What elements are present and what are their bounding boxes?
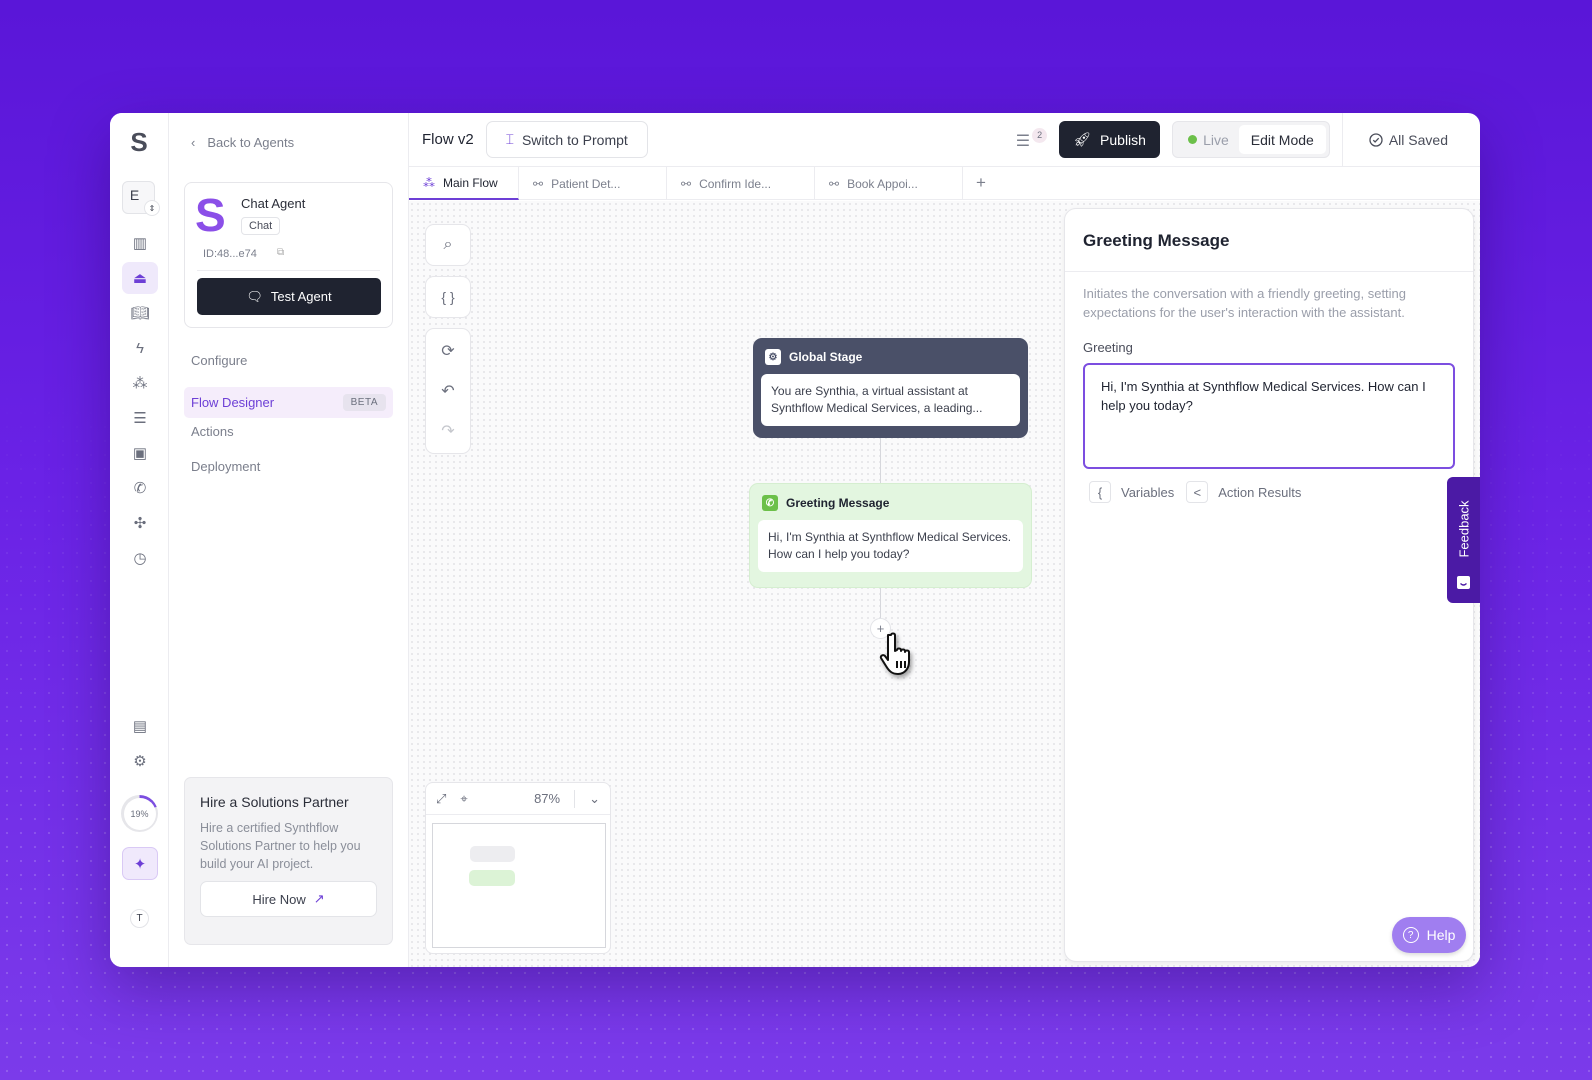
test-agent-button[interactable]: 🗨︎ Test Agent	[197, 278, 381, 315]
chart-icon[interactable]: ▥	[132, 235, 148, 252]
mode-toggle[interactable]: Live Edit Mode	[1172, 121, 1330, 158]
publish-button[interactable]: 🚀︎ Publish	[1059, 121, 1161, 158]
checklist-icon: ☰	[1015, 132, 1031, 150]
chat-icon: 🗨︎	[246, 288, 263, 304]
flow-title: Flow v2	[422, 131, 474, 148]
tasks-button[interactable]: ☰ 2	[1015, 127, 1048, 152]
nav-flow-designer[interactable]: Flow Designer BETA	[184, 387, 393, 418]
back-to-agents-link[interactable]: ‹ Back to Agents	[191, 135, 295, 150]
checklist-icon[interactable]: ☰	[133, 410, 147, 427]
add-node-button[interactable]: +	[870, 618, 891, 639]
nav-configure[interactable]: Configure	[191, 353, 248, 368]
greeting-label: Greeting	[1083, 340, 1133, 355]
action-results-link[interactable]: Action Results	[1218, 484, 1302, 500]
text-cursor-icon: ⌶	[505, 131, 514, 147]
header: Flow v2 ⌶ Switch to Prompt ☰ 2 🚀︎ Publish …	[409, 113, 1480, 167]
subflow-icon: ⚯	[533, 176, 544, 191]
switch-to-prompt-button[interactable]: ⌶ Switch to Prompt	[485, 121, 648, 158]
synthflow-logo: S	[130, 127, 148, 157]
mode-edit[interactable]: Edit Mode	[1238, 125, 1326, 154]
crosshair-icon[interactable]: ⌖	[460, 790, 468, 806]
copy-icon[interactable]: ⧉	[277, 247, 285, 258]
flow-icon[interactable]: ⁂	[132, 375, 148, 392]
usage-progress-ring[interactable]: 19%	[121, 795, 158, 832]
chevron-left-icon: ‹	[191, 135, 196, 150]
minimap-viewport[interactable]	[432, 823, 606, 948]
agent-logo: S	[195, 189, 226, 241]
expand-icon[interactable]: ⤢	[436, 790, 447, 806]
redo-icon[interactable]: ↷	[441, 423, 455, 440]
gear-icon: ⚙	[765, 349, 781, 365]
save-status: All Saved	[1369, 132, 1448, 148]
agent-icon[interactable]: ⏏	[122, 262, 158, 294]
agent-type-badge: Chat	[241, 217, 281, 235]
task-count-badge: 2	[1032, 127, 1048, 143]
hire-now-button[interactable]: Hire Now ↗	[200, 881, 377, 917]
question-circle-icon: ?	[1402, 927, 1419, 943]
flow-icon: ⁂	[423, 175, 435, 190]
gear-icon[interactable]: ⚙	[133, 753, 147, 770]
agent-id: ID:48...e74	[203, 248, 257, 260]
zoom-level: 87%	[534, 791, 561, 806]
building-icon[interactable]: ▤	[132, 718, 148, 735]
phone-icon: ✆	[762, 495, 778, 511]
tab-patient-details[interactable]: ⚯ Patient Det...	[519, 167, 667, 200]
solutions-partner-card: Hire a Solutions Partner Hire a certifie…	[184, 777, 393, 945]
greeting-message-node[interactable]: ✆ Greeting Message Hi, I'm Synthia at Syn…	[749, 483, 1032, 588]
beta-badge: BETA	[342, 394, 386, 411]
help-button[interactable]: ? Help	[1392, 917, 1466, 953]
undo-icon[interactable]: ↶	[441, 383, 455, 400]
search-icon[interactable]: ⌕	[443, 236, 453, 253]
rocket-icon: 🚀︎	[1073, 131, 1092, 147]
sidebar: ‹ Back to Agents S Chat Agent Chat ID:48.…	[169, 113, 409, 967]
tab-book-appointment[interactable]: ⚯ Book Appoi...	[815, 167, 963, 200]
live-dot-icon	[1188, 135, 1198, 144]
chevron-updown-icon: ⇕	[144, 200, 160, 216]
phone-icon[interactable]: ✆	[133, 480, 147, 497]
smiley-icon	[1457, 576, 1470, 589]
app-window: S E ⇕ ▥ ⏏ 📖︎ ϟ ⁂ ☰ ▣ ✆ ✣ ◷ ▤ ⚙ 19% ✦ T ‹ B…	[110, 113, 1480, 967]
subflow-icon: ⚯	[681, 176, 692, 191]
global-stage-node[interactable]: ⚙ Global Stage You are Synthia, a virtual…	[753, 338, 1028, 438]
feedback-tab[interactable]: Feedback	[1447, 477, 1480, 603]
zoom-dropdown-chevron-icon[interactable]: ⌄	[589, 790, 600, 806]
panel-title: Greeting Message	[1065, 209, 1473, 272]
agent-card: S Chat Agent Chat ID:48...e74 ⧉ 🗨︎ Test A…	[184, 182, 393, 328]
refresh-icon[interactable]: ⟳	[441, 343, 455, 360]
flow-tabs: ⁂ Main Flow ⚯ Patient Det... ⚯ Confirm Ide.…	[409, 167, 1480, 200]
nav-deployment[interactable]: Deployment	[191, 459, 261, 474]
mode-live[interactable]: Live	[1176, 132, 1239, 148]
braces-icon[interactable]: { }	[441, 289, 455, 305]
variables-link[interactable]: Variables	[1121, 484, 1175, 500]
search-tool: ⌕	[425, 224, 471, 266]
bolt-icon[interactable]: ϟ	[136, 339, 144, 357]
user-avatar[interactable]: T	[130, 909, 149, 928]
clock-icon[interactable]: ◷	[133, 550, 147, 567]
sparkle-icon[interactable]: ✦	[122, 847, 158, 880]
action-results-key-button[interactable]: <	[1186, 481, 1209, 503]
icon-rail: S E ⇕ ▥ ⏏ 📖︎ ϟ ⁂ ☰ ▣ ✆ ✣ ◷ ▤ ⚙ 19% ✦ T	[110, 113, 169, 967]
history-tools: ⟳ ↶ ↷	[425, 328, 471, 454]
agent-name: Chat Agent	[241, 196, 306, 211]
panel-description: Initiates the conversation with a friend…	[1083, 286, 1407, 320]
external-link-icon: ↗	[313, 891, 325, 906]
subflow-icon: ⚯	[829, 176, 840, 191]
nav-actions[interactable]: Actions	[191, 424, 234, 439]
greeting-textarea[interactable]: Hi, I'm Synthia at Synthflow Medical Ser…	[1083, 363, 1455, 469]
add-tab-button[interactable]: +	[976, 173, 986, 192]
puzzle-icon[interactable]: ✣	[133, 515, 147, 532]
workspace-switcher[interactable]: E ⇕	[122, 181, 160, 216]
node-settings-panel: Greeting Message Initiates the conversat…	[1064, 208, 1474, 962]
variables-key-button[interactable]: {	[1089, 481, 1111, 503]
check-circle-icon	[1369, 132, 1383, 147]
book-icon[interactable]: 📖︎	[130, 305, 150, 322]
tab-confirm-identity[interactable]: ⚯ Confirm Ide...	[667, 167, 815, 200]
tab-main-flow[interactable]: ⁂ Main Flow	[409, 167, 519, 200]
hand-cursor-icon	[879, 632, 910, 675]
contact-icon[interactable]: ▣	[132, 445, 148, 462]
minimap: ⤢ ⌖ 87% ⌄	[425, 782, 611, 954]
variables-tool: { }	[425, 276, 471, 318]
